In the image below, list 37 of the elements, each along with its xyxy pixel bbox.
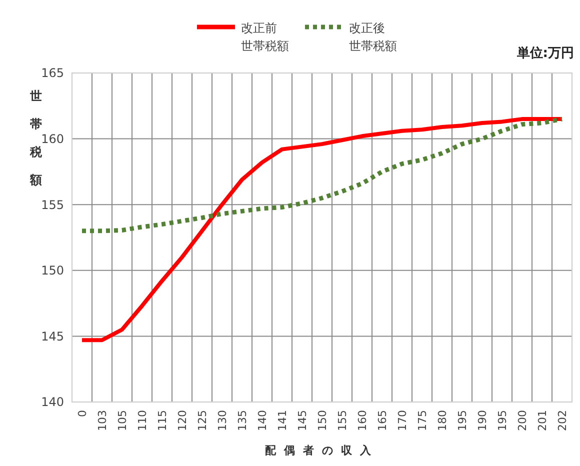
x-tick-label: 141 — [276, 410, 289, 431]
x-tick-label: 135 — [236, 410, 249, 431]
x-tick-label: 0 — [76, 410, 89, 417]
y-tick-label: 145 — [41, 329, 64, 344]
legend-label: 改正後世帯税額 — [349, 21, 397, 53]
y-tick-label: 165 — [41, 66, 64, 80]
y-tick-label: 160 — [41, 132, 64, 146]
x-tick-label: 125 — [196, 410, 209, 431]
x-tick-label: 201 — [536, 410, 549, 431]
y-axis-title: 世帯税額 — [29, 89, 43, 187]
x-tick-label: 202 — [556, 410, 569, 431]
y-tick-label: 140 — [41, 395, 64, 410]
line-series — [80, 117, 564, 342]
x-tick-label: 175 — [416, 410, 429, 431]
x-tick-label: 160 — [356, 410, 369, 431]
x-tick-label: 195 — [496, 410, 509, 431]
x-tick-label: 180 — [436, 410, 449, 431]
legend-label: 改正前世帯税額 — [241, 21, 289, 53]
y-tick-label: 150 — [41, 264, 64, 278]
x-tick-label: 170 — [396, 410, 409, 431]
x-tick-label: 130 — [216, 410, 229, 431]
x-tick-label: 155 — [336, 410, 349, 431]
x-tick-label: 105 — [116, 410, 129, 431]
x-tick-label: 145 — [296, 410, 309, 431]
x-tick-label: 165 — [376, 410, 389, 431]
x-tick-label: 115 — [156, 410, 169, 431]
x-tick-label: 103 — [96, 410, 109, 431]
x-tick-label: 120 — [176, 410, 189, 431]
x-tick-label: 195 — [456, 410, 469, 431]
x-tick-label: 200 — [516, 410, 529, 431]
x-tick-label: 140 — [256, 410, 269, 431]
y-tick-label: 155 — [41, 198, 64, 212]
x-tick-label: 150 — [316, 410, 329, 431]
x-tick-label: 190 — [476, 410, 489, 431]
x-tick-label: 110 — [136, 410, 149, 431]
text: 単位:万円 — [516, 46, 574, 61]
x-axis-title: 配偶者の収入 — [265, 444, 379, 457]
